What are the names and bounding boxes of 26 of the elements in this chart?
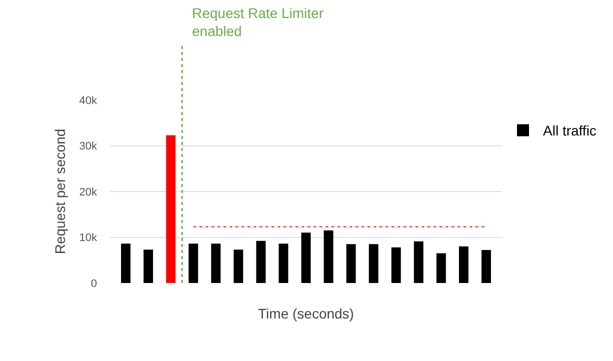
bar: [436, 253, 446, 283]
bar: [166, 135, 176, 283]
y-tick-label: 40k: [79, 94, 98, 107]
bar: [121, 244, 130, 283]
bar: [324, 230, 334, 283]
bar: [144, 250, 154, 283]
bar: [458, 246, 468, 283]
y-axis-title: Request per second: [52, 128, 68, 254]
y-tick-label: 30k: [79, 140, 98, 153]
y-tick-label: 10k: [79, 232, 98, 244]
bar: [256, 240, 266, 283]
legend-label: All traffic: [543, 122, 596, 139]
text: Request Rate Limiter enabled: [192, 5, 324, 40]
bar: [346, 244, 356, 283]
bar: [368, 244, 378, 283]
bar: [234, 250, 244, 283]
bar: [482, 250, 491, 283]
bar: [211, 244, 221, 283]
bar: [301, 232, 311, 283]
x-axis-title: Time (seconds): [258, 305, 354, 322]
bar: [414, 241, 424, 283]
bar: [391, 247, 401, 283]
bar: [278, 244, 288, 283]
y-tick-label: 20k: [79, 186, 98, 198]
y-tick-label: 0: [90, 278, 97, 290]
bar: [188, 244, 198, 283]
